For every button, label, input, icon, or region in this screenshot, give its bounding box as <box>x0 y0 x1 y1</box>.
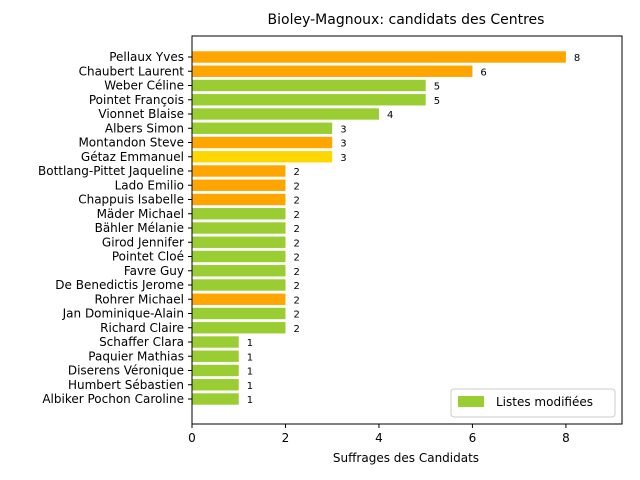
category-label: Lado Emilio <box>115 178 184 192</box>
bar <box>192 94 426 106</box>
legend-swatch <box>458 396 484 407</box>
category-label: Pointet François <box>89 93 184 107</box>
bar <box>192 108 379 120</box>
category-label: Girod Jennifer <box>102 235 184 249</box>
value-label: 5 <box>434 96 440 107</box>
x-tick-label: 4 <box>375 431 383 445</box>
x-axis-title: Suffrages des Candidats <box>333 451 479 465</box>
value-label: 5 <box>434 82 440 93</box>
category-label: Weber Céline <box>104 79 184 93</box>
bars-layer <box>192 51 566 405</box>
value-label: 3 <box>340 124 346 135</box>
bar <box>192 307 286 320</box>
bar <box>192 336 239 348</box>
value-label: 1 <box>247 338 253 349</box>
category-label: Bottlang-Pittet Jaqueline <box>38 164 184 178</box>
category-label: Mäder Michael <box>97 207 184 221</box>
bar <box>192 322 286 334</box>
x-tick-label: 8 <box>562 431 570 445</box>
legend: Listes modifiées <box>450 388 616 418</box>
category-label: Favre Guy <box>124 264 184 278</box>
x-axis: 0 2 4 6 8 <box>188 424 570 445</box>
category-label: Humbert Sébastien <box>68 378 184 392</box>
value-label: 2 <box>293 310 299 321</box>
value-label: 2 <box>293 281 299 292</box>
value-label: 4 <box>387 110 393 121</box>
value-label: 2 <box>293 267 299 278</box>
legend-label: Listes modifiées <box>496 395 593 409</box>
value-labels: 8 6 5 5 4 3 3 3 2 2 2 2 2 2 2 2 2 2 2 2 1 1 1 1 1 <box>247 53 581 406</box>
bar <box>192 79 426 92</box>
value-label: 2 <box>293 196 299 207</box>
category-label: Chaubert Laurent <box>79 64 185 78</box>
category-label: Rohrer Michael <box>94 292 184 306</box>
category-label: Paquier Mathias <box>88 349 184 363</box>
bar <box>192 279 286 291</box>
bar <box>192 293 286 305</box>
bar <box>192 51 566 63</box>
bar <box>192 179 286 191</box>
value-label: 2 <box>293 167 299 178</box>
category-label: Pointet Cloé <box>112 250 184 264</box>
value-label: 1 <box>247 367 253 378</box>
category-label: De Benedictis Jerome <box>55 278 184 292</box>
x-tick-label: 0 <box>188 431 196 445</box>
category-label: Bähler Mélanie <box>95 221 184 235</box>
bar <box>192 65 473 77</box>
bar <box>192 350 239 362</box>
category-label: Albiker Pochon Caroline <box>42 392 184 406</box>
bar <box>192 136 333 149</box>
bar <box>192 151 333 163</box>
value-label: 6 <box>480 67 486 78</box>
value-label: 2 <box>293 224 299 235</box>
value-label: 2 <box>293 253 299 264</box>
value-label: 3 <box>340 139 346 150</box>
x-tick-label: 2 <box>282 431 290 445</box>
category-label: Montandon Steve <box>78 136 184 150</box>
bar <box>192 193 286 206</box>
bar <box>192 379 239 391</box>
value-label: 2 <box>293 324 299 335</box>
category-label: Albers Simon <box>105 121 184 135</box>
value-label: 1 <box>247 395 253 406</box>
bar <box>192 236 286 248</box>
value-label: 1 <box>247 352 253 363</box>
chart-title: Bioley-Magnoux: candidats des Centres <box>268 12 545 28</box>
value-label: 8 <box>574 53 580 64</box>
category-label: Diserens Véronique <box>68 364 184 378</box>
value-label: 2 <box>293 210 299 221</box>
category-label: Jan Dominique-Alain <box>62 307 184 321</box>
category-label: Pellaux Yves <box>109 50 184 64</box>
value-label: 2 <box>293 181 299 192</box>
value-label: 3 <box>340 153 346 164</box>
value-label: 1 <box>247 381 253 392</box>
category-label: Richard Claire <box>100 321 184 335</box>
value-label: 2 <box>293 238 299 249</box>
bar <box>192 122 333 134</box>
category-label: Gétaz Emmanuel <box>81 150 184 164</box>
value-label: 2 <box>293 295 299 306</box>
bar <box>192 165 286 177</box>
bar <box>192 250 286 263</box>
x-tick-label: 6 <box>469 431 477 445</box>
bar <box>192 222 286 234</box>
legend-box <box>450 388 616 418</box>
category-label: Vionnet Blaise <box>98 107 184 121</box>
plot-frame <box>191 35 623 425</box>
bar <box>192 393 239 405</box>
bar <box>192 208 286 220</box>
bar <box>192 364 239 377</box>
bar <box>192 265 286 277</box>
category-label: Schaffer Clara <box>99 335 184 349</box>
category-label: Chappuis Isabelle <box>78 193 184 207</box>
